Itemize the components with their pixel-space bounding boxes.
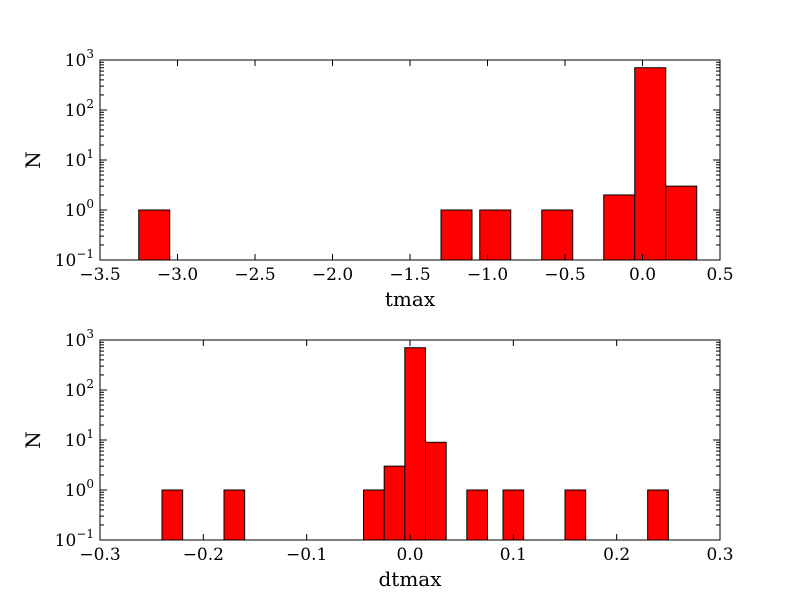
dtmax-y-axis-label: N xyxy=(21,431,45,449)
tmax-xtick-label: −1.5 xyxy=(389,265,430,285)
tmax-bar-4 xyxy=(603,194,636,261)
tmax-x-axis-label: tmax xyxy=(385,287,436,311)
dtmax-xtick-label: −0.2 xyxy=(183,545,224,565)
tmax-xtick-label: 0.0 xyxy=(629,265,656,285)
tmax-bar-6 xyxy=(665,185,698,261)
tmax-bar-3 xyxy=(541,209,574,261)
dtmax-bar-1 xyxy=(223,489,246,541)
dtmax-bar-4 xyxy=(404,347,427,541)
dtmax-ytick-label: 102 xyxy=(65,377,94,401)
dtmax-xtick-label: 0.0 xyxy=(396,545,423,565)
tmax-xtick-label: −2.5 xyxy=(234,265,275,285)
dtmax-bar-3 xyxy=(383,465,406,541)
tmax-xtick-label: −3.5 xyxy=(79,265,120,285)
dtmax-xtick-label: −0.3 xyxy=(79,545,120,565)
dtmax-xtick-label: −0.1 xyxy=(286,545,327,565)
tmax-xtick-label: −0.5 xyxy=(544,265,585,285)
tmax-ytick-label: 101 xyxy=(65,147,94,171)
tmax-ytick-label: 10−1 xyxy=(55,247,94,271)
tmax-xtick-label: −3.0 xyxy=(157,265,198,285)
tmax-xtick-label: −1.0 xyxy=(467,265,508,285)
dtmax-xtick-label: 0.2 xyxy=(603,545,630,565)
dtmax-ytick-label: 101 xyxy=(65,427,94,451)
dtmax-ytick-label: 103 xyxy=(65,327,94,351)
tmax-y-axis-label: N xyxy=(21,151,45,169)
dtmax-bar-2 xyxy=(363,489,385,541)
tmax-bar-2 xyxy=(479,209,512,261)
dtmax-bar-7 xyxy=(502,489,525,541)
tmax-xtick-label: 0.5 xyxy=(706,265,733,285)
tmax-bar-5 xyxy=(634,67,667,261)
tmax-ytick-label: 102 xyxy=(65,97,94,121)
dtmax-ytick-label: 100 xyxy=(65,477,94,501)
tmax-bar-0 xyxy=(138,209,171,261)
dtmax-histogram-panel: −0.3 −0.2 −0.1 0.0 0.1 0.2 0.3 10−1 100 101 102 103… xyxy=(21,327,734,591)
tmax-ytick-label: 103 xyxy=(65,47,94,71)
tmax-histogram-panel: −3.5 −3.0 −2.5 −2.0 −1.5 −1.0 −0.5 0.0 0.5 10−1 10… xyxy=(21,47,734,311)
dtmax-bar-6 xyxy=(466,489,489,541)
dtmax-bar-8 xyxy=(564,489,587,541)
dtmax-bar-9 xyxy=(647,489,669,541)
tmax-xtick-label: −2.0 xyxy=(312,265,353,285)
tmax-bar-1 xyxy=(440,209,473,261)
dtmax-bar-5 xyxy=(425,441,447,541)
dtmax-bar-0 xyxy=(161,489,184,541)
dtmax-ytick-label: 10−1 xyxy=(55,527,94,551)
dtmax-x-axis-label: dtmax xyxy=(378,567,442,591)
tmax-ytick-label: 100 xyxy=(65,197,94,221)
dtmax-xtick-label: 0.1 xyxy=(500,545,527,565)
dtmax-xtick-label: 0.3 xyxy=(706,545,733,565)
